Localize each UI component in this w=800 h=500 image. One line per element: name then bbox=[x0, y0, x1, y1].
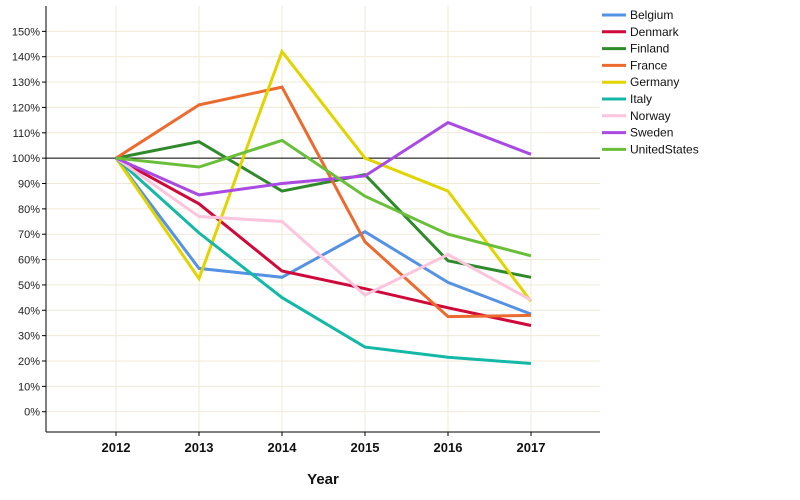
series-line-sweden bbox=[115, 120, 532, 197]
series-line-france bbox=[115, 85, 532, 319]
y-tick-label: 130% bbox=[12, 77, 40, 89]
legend-label-norway: Norway bbox=[630, 109, 671, 123]
y-tick-label: 20% bbox=[18, 356, 40, 368]
series-line-denmark bbox=[115, 156, 532, 327]
x-tick-label: 2012 bbox=[102, 440, 131, 455]
y-tick-labels: 0% 10% 20% 30% 40% 50% 60% 70% 80% 90% 100% 110% 120… bbox=[12, 26, 46, 419]
legend-label-france: France bbox=[630, 58, 668, 72]
series-line-norway bbox=[115, 156, 532, 302]
axes bbox=[45, 6, 600, 433]
y-tick-label: 50% bbox=[18, 280, 40, 292]
series-line-italy bbox=[114, 156, 532, 365]
y-tick-label: 120% bbox=[12, 102, 40, 114]
y-tick-label: 150% bbox=[12, 26, 40, 38]
legend-label-denmark: Denmark bbox=[630, 25, 680, 39]
y-tick-label: 80% bbox=[18, 204, 40, 216]
y-tick-label: 40% bbox=[18, 305, 40, 317]
series-line-germany bbox=[114, 48, 533, 303]
legend-label-belgium: Belgium bbox=[630, 8, 673, 22]
legend-label-finland: Finland bbox=[630, 42, 669, 56]
y-tick-label: 70% bbox=[18, 229, 40, 241]
legend-label-italy: Italy bbox=[630, 92, 652, 106]
y-tick-label: 110% bbox=[13, 128, 41, 140]
x-tick-label: 2016 bbox=[434, 440, 463, 455]
y-tick-label: 30% bbox=[18, 331, 40, 343]
x-tick-label: 2014 bbox=[268, 440, 298, 455]
y-tick-label: 90% bbox=[18, 179, 40, 191]
y-tick-label: 10% bbox=[18, 381, 40, 393]
series-line-belgium bbox=[114, 157, 532, 316]
legend-label-germany: Germany bbox=[630, 75, 679, 89]
series-lines bbox=[114, 48, 533, 365]
grid-lines bbox=[46, 6, 600, 432]
x-tick-label: 2017 bbox=[517, 440, 546, 455]
legend-label-sweden: Sweden bbox=[630, 126, 673, 140]
y-tick-label: 140% bbox=[12, 52, 40, 64]
y-tick-label: 60% bbox=[18, 255, 40, 267]
x-axis-title: Year bbox=[307, 471, 339, 488]
y-tick-label: 100% bbox=[12, 153, 40, 165]
legend: Belgium Denmark Finland France Germany Italy N… bbox=[602, 8, 699, 156]
x-tick-label: 2015 bbox=[351, 440, 380, 455]
y-tick-label: 0% bbox=[24, 407, 40, 419]
x-tick-labels: 2012 2013 2014 2015 2016 2017 bbox=[102, 432, 546, 455]
x-tick-label: 2013 bbox=[185, 440, 214, 455]
legend-label-unitedstates: UnitedStates bbox=[630, 142, 699, 156]
series-line-unitedstates bbox=[115, 138, 532, 258]
